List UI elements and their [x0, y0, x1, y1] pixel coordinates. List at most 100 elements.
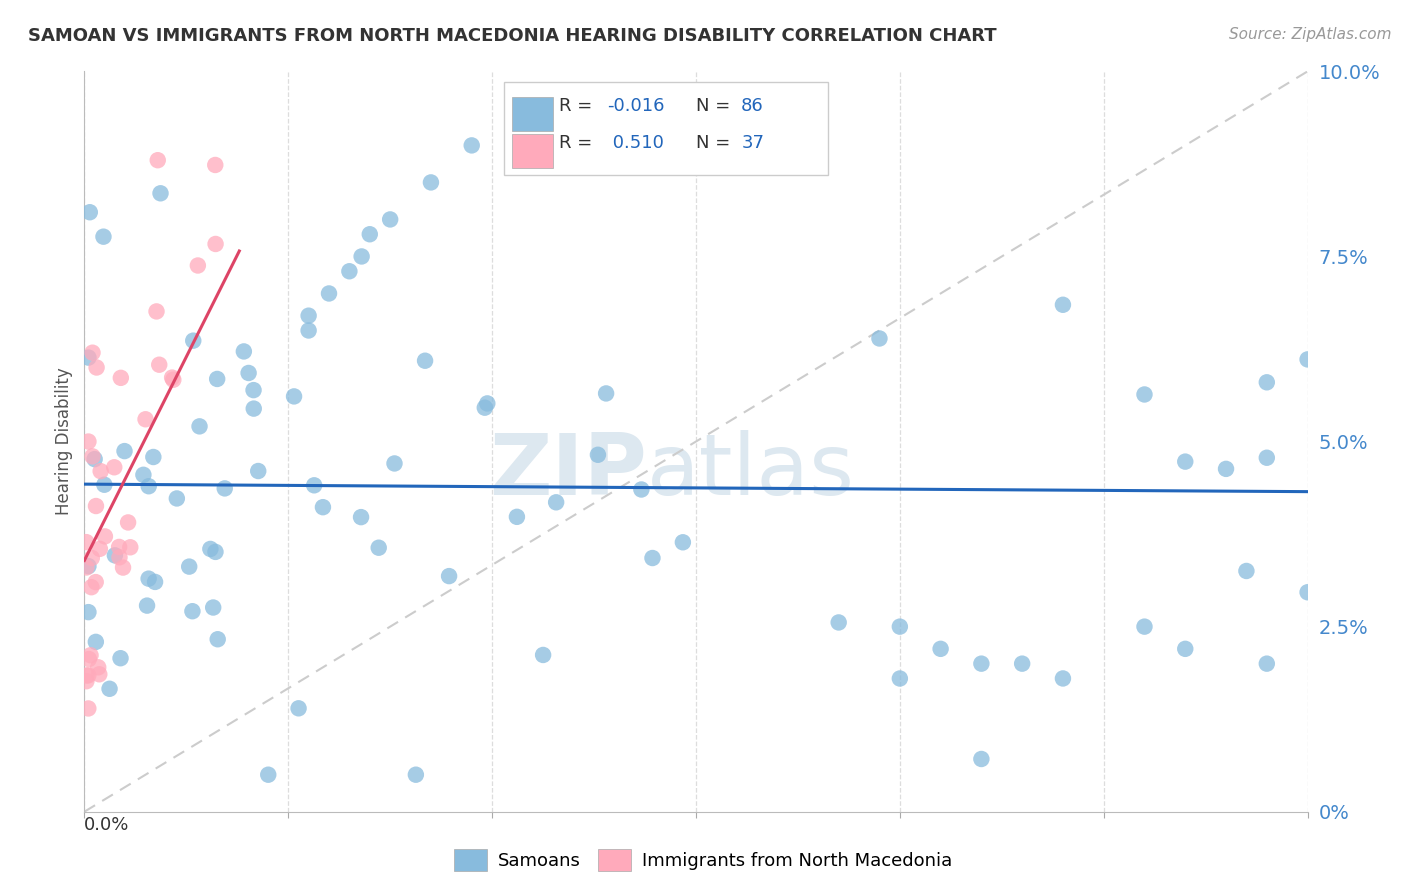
Text: Source: ZipAtlas.com: Source: ZipAtlas.com: [1229, 27, 1392, 42]
Point: [318, 286, 340, 301]
Point: [207, 632, 229, 647]
Text: atlas: atlas: [647, 430, 855, 513]
Point: [181, 604, 204, 618]
Point: [413, 353, 436, 368]
Point: [204, 237, 226, 252]
Point: [1011, 657, 1033, 671]
FancyBboxPatch shape: [513, 97, 553, 130]
Point: [1052, 298, 1074, 312]
Point: [148, 358, 170, 372]
Text: 37: 37: [741, 134, 765, 153]
Point: [181, 334, 204, 348]
Point: [1296, 585, 1319, 599]
Point: [187, 259, 209, 273]
Point: [79, 205, 101, 219]
Point: [112, 560, 135, 574]
Point: [477, 396, 499, 410]
Text: 86: 86: [741, 97, 763, 115]
Point: [108, 550, 131, 565]
Point: [1256, 657, 1278, 671]
Point: [138, 479, 160, 493]
FancyBboxPatch shape: [503, 82, 828, 175]
Point: [77, 559, 100, 574]
Point: [188, 419, 211, 434]
Point: [242, 401, 264, 416]
Point: [1215, 462, 1237, 476]
Point: [90, 464, 112, 478]
Point: [889, 619, 911, 633]
Point: [929, 641, 952, 656]
Point: [283, 389, 305, 403]
Point: [104, 549, 127, 563]
Point: [89, 667, 111, 681]
Point: [87, 660, 110, 674]
Point: [160, 370, 183, 384]
Point: [205, 372, 228, 386]
Point: [298, 309, 321, 323]
Point: [75, 535, 97, 549]
Point: [298, 324, 321, 338]
Point: [149, 186, 172, 201]
Point: [437, 569, 460, 583]
Point: [970, 657, 993, 671]
Legend: Samoans, Immigrants from North Macedonia: Samoans, Immigrants from North Macedonia: [447, 842, 959, 879]
Text: N =: N =: [696, 97, 735, 115]
Point: [80, 580, 103, 594]
Point: [970, 752, 993, 766]
Point: [531, 648, 554, 662]
Point: [84, 575, 107, 590]
Point: [89, 541, 111, 556]
Point: [350, 250, 373, 264]
Point: [257, 767, 280, 781]
Point: [93, 229, 115, 244]
Point: [204, 158, 226, 172]
Point: [103, 460, 125, 475]
Point: [77, 434, 100, 449]
Point: [420, 175, 443, 190]
Point: [869, 331, 891, 345]
Point: [84, 635, 107, 649]
Point: [474, 401, 496, 415]
Point: [145, 304, 167, 318]
Point: [82, 345, 104, 359]
Y-axis label: Hearing Disability: Hearing Disability: [55, 368, 73, 516]
Point: [672, 535, 695, 549]
Point: [79, 648, 101, 663]
Text: R =: R =: [560, 97, 598, 115]
Text: 0.510: 0.510: [606, 134, 664, 153]
Point: [77, 652, 100, 666]
Point: [94, 529, 117, 543]
Point: [143, 574, 166, 589]
Point: [214, 482, 236, 496]
Point: [302, 478, 325, 492]
Point: [142, 450, 165, 464]
Point: [179, 559, 201, 574]
Point: [242, 383, 264, 397]
Point: [405, 767, 427, 781]
Point: [110, 651, 132, 665]
Point: [461, 138, 484, 153]
Point: [287, 701, 309, 715]
Point: [82, 450, 104, 464]
Point: [586, 448, 609, 462]
Point: [339, 264, 361, 278]
Point: [1174, 641, 1197, 656]
Point: [367, 541, 389, 555]
Text: -0.016: -0.016: [606, 97, 664, 115]
Point: [77, 605, 100, 619]
Point: [98, 681, 121, 696]
Point: [162, 373, 184, 387]
Point: [350, 510, 373, 524]
Point: [120, 541, 142, 555]
Point: [238, 366, 260, 380]
Point: [1133, 619, 1156, 633]
Point: [75, 560, 97, 574]
Text: ZIP: ZIP: [489, 430, 647, 513]
Point: [200, 541, 222, 556]
Point: [1052, 672, 1074, 686]
Point: [138, 572, 160, 586]
Point: [889, 672, 911, 686]
Point: [1174, 455, 1197, 469]
Point: [166, 491, 188, 506]
Point: [84, 499, 107, 513]
